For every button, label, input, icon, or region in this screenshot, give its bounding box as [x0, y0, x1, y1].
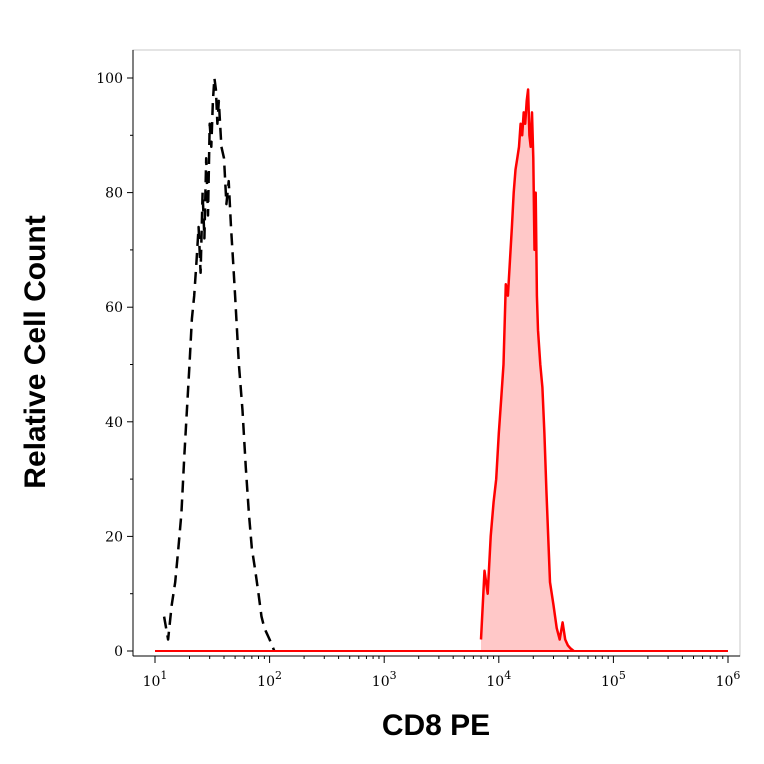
- x-tick-label: 106: [716, 669, 741, 690]
- x-tick-base: 10: [257, 674, 275, 690]
- x-tick-label: 101: [143, 669, 168, 690]
- x-tick-base: 10: [143, 674, 161, 690]
- series-line: [162, 76, 276, 652]
- series-area: [481, 89, 574, 651]
- x-tick-exponent: 4: [504, 669, 511, 682]
- y-tick-label: 80: [105, 186, 123, 202]
- x-tick-exponent: 5: [619, 669, 626, 682]
- y-tick-label: 60: [105, 300, 123, 316]
- x-tick-label: 103: [372, 669, 397, 690]
- x-axis-title: CD8 PE: [382, 709, 490, 742]
- x-tick-label: 104: [486, 669, 511, 690]
- x-tick-label: 102: [257, 669, 282, 690]
- plot-frame: [132, 49, 741, 657]
- series-cd8-pe: [155, 88, 728, 652]
- x-tick-exponent: 6: [733, 669, 740, 682]
- series-control-dashed: [155, 76, 728, 652]
- x-tick-exponent: 2: [275, 669, 282, 682]
- y-axis-title: Relative Cell Count: [19, 215, 52, 488]
- series-line: [479, 88, 575, 652]
- y-tick-label: 0: [114, 644, 123, 660]
- series-layer: [155, 76, 728, 652]
- y-tick-label: 20: [105, 529, 123, 545]
- x-tick-label: 105: [601, 669, 626, 690]
- x-tick-base: 10: [372, 674, 390, 690]
- y-tick-label: 40: [105, 415, 123, 431]
- x-tick-base: 10: [486, 674, 504, 690]
- x-tick-base: 10: [716, 674, 734, 690]
- x-tick-base: 10: [601, 674, 619, 690]
- y-tick-label: 100: [96, 71, 123, 87]
- x-tick-exponent: 3: [390, 669, 397, 682]
- x-tick-exponent: 1: [160, 669, 167, 682]
